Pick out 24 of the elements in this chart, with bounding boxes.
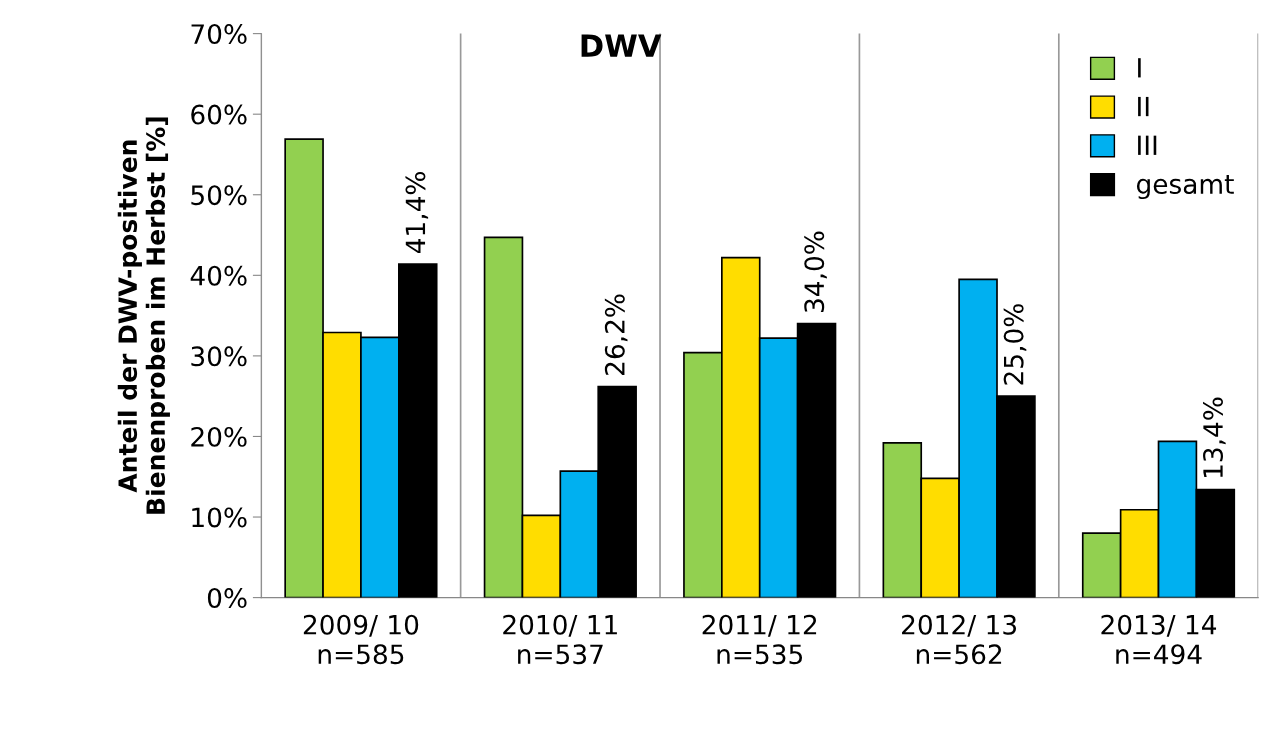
data-label: 13,4%	[1203, 397, 1226, 478]
x-tick-label: 2010/ 11 n=537	[503, 614, 617, 665]
y-tick-label: 0%	[207, 588, 247, 608]
y-tick-label: 60%	[191, 104, 247, 125]
x-tick-label: 2011/ 12 n=535	[702, 614, 817, 665]
legend-label: gesamt	[1136, 175, 1234, 200]
chart-title: DWV	[581, 34, 662, 57]
data-label: 25,0%	[1003, 304, 1027, 385]
y-axis-title: Anteil der DWV-positiven Bienenproben im Herbst [%]	[117, 117, 170, 514]
x-tick-label: 2013/ 14 n=494	[1101, 614, 1217, 665]
legend-label: II	[1138, 96, 1149, 117]
legend-label: I	[1138, 58, 1141, 78]
data-label: 41,4%	[405, 172, 429, 254]
data-label: 34,0%	[804, 231, 827, 312]
x-tick-label: 2009/ 10 n=585	[303, 614, 419, 665]
y-tick-label: 70%	[191, 24, 247, 45]
y-tick-label: 20%	[191, 426, 247, 447]
legend-label: III	[1138, 135, 1157, 155]
data-label: 26,2%	[604, 294, 628, 375]
y-tick-label: 50%	[191, 185, 247, 206]
y-tick-label: 10%	[192, 507, 247, 528]
y-tick-label: 30%	[191, 346, 247, 367]
x-tick-label: 2012/ 13 n=562	[902, 614, 1017, 665]
y-tick-label: 40%	[190, 265, 247, 286]
